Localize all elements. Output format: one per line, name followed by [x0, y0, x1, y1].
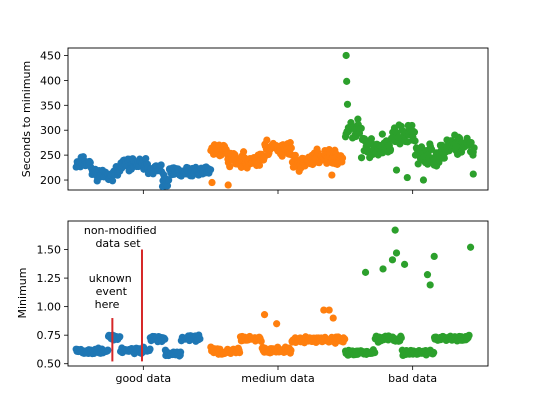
bottom-outlier-point [392, 249, 401, 257]
top-data-point [338, 154, 347, 162]
bottom-data-point [176, 348, 185, 356]
top-outlier-point [409, 136, 417, 144]
top-y-tick-label: 200 [40, 174, 61, 187]
top-data-point [142, 154, 150, 163]
top-outlier-point [430, 161, 438, 169]
top-outlier-point [342, 51, 350, 60]
x-tick-label-bad-data: bad data [388, 372, 437, 385]
bottom-outlier-point [426, 281, 434, 289]
top-y-tick-label: 300 [40, 124, 61, 137]
top-outlier-point [392, 166, 401, 174]
bottom-y-ticks: 0.50 0.75 1.00 1.25 1.50 [37, 244, 68, 371]
top-outlier-point [469, 170, 477, 178]
top-data-point [440, 154, 448, 162]
bottom-outlier-point [325, 306, 333, 314]
top-data-point [470, 144, 478, 152]
bottom-outlier-point [273, 320, 281, 328]
top-data-point [357, 154, 366, 162]
top-outlier-point [343, 100, 352, 108]
bottom-data-point [371, 348, 379, 357]
annotation-non-modified-line-1: non-modified [84, 224, 157, 237]
annotation-non-modified-line-2: data set [95, 237, 141, 250]
top-y-tick-label: 350 [40, 99, 61, 112]
bottom-outlier-point [388, 256, 397, 264]
bottom-y-tick-label: 1.25 [37, 272, 62, 285]
panel-minimum: 0.50 0.75 1.00 1.25 1.50 good data medium dat… [16, 220, 489, 385]
top-data-point [286, 139, 294, 147]
bottom-data-point [235, 348, 244, 357]
annotation-unknown-event: uknown event here [89, 272, 136, 311]
top-outlier-point [208, 178, 216, 187]
bottom-outlier-point [260, 311, 269, 319]
top-data-point [386, 145, 395, 154]
bottom-x-ticks: good data medium data bad data [115, 366, 437, 385]
bottom-y-tick-label: 0.50 [37, 358, 62, 371]
top-y-tick-label: 250 [40, 149, 61, 162]
bottom-outlier-point [361, 268, 370, 276]
top-outlier-point [419, 176, 428, 184]
top-data-point [287, 144, 295, 152]
bottom-data-point [397, 334, 405, 342]
top-data-point [206, 166, 215, 174]
bottom-y-axis-label: Minimum [16, 268, 29, 319]
bottom-outlier-point [423, 271, 432, 279]
top-x-ticks [142, 190, 414, 194]
top-y-axis-label: Seconds to minimum [20, 61, 33, 177]
x-tick-label-medium-data: medium data [241, 372, 314, 385]
bottom-outlier-point [400, 260, 409, 268]
top-outlier-point [224, 181, 232, 189]
top-y-tick-label: 450 [40, 49, 61, 62]
bottom-data-point [146, 345, 154, 353]
top-data-point [357, 124, 365, 132]
top-data-point [263, 136, 271, 144]
top-data-point [410, 128, 419, 136]
top-data-point [354, 115, 362, 123]
bottom-outlier-point [466, 243, 475, 251]
bottom-data-point [430, 348, 438, 357]
top-data-point [438, 141, 446, 149]
top-data-point [467, 138, 475, 147]
bottom-data-point [341, 335, 349, 343]
top-data-point [367, 135, 376, 143]
top-outlier-point [328, 171, 336, 179]
top-data-point [239, 148, 248, 156]
annotation-unknown-event-line-2: event [96, 285, 128, 298]
bottom-data-point [196, 335, 204, 343]
top-data-point [165, 176, 173, 184]
panel-seconds-to-minimum: 200 250 300 350 400 450 Seconds to minimum [20, 47, 489, 194]
top-data-point [157, 161, 165, 169]
bottom-data-point [161, 335, 169, 343]
annotation-non-modified: non-modified data set [84, 224, 160, 250]
bottom-y-tick-label: 1.00 [37, 301, 62, 314]
top-data-point [108, 177, 117, 185]
bottom-data-points [72, 226, 475, 360]
top-y-ticks: 200 250 300 350 400 450 [40, 49, 68, 187]
bottom-y-tick-label: 0.75 [37, 329, 62, 342]
bottom-outlier-point [320, 306, 328, 314]
bottom-outlier-point [329, 314, 337, 322]
bottom-outlier-point [379, 265, 387, 273]
top-y-tick-label: 400 [40, 74, 61, 87]
bottom-outlier-point [391, 226, 399, 234]
bottom-data-point [257, 337, 265, 345]
bottom-outlier-point [430, 252, 438, 260]
top-outlier-point [403, 173, 411, 182]
top-data-point [378, 130, 386, 138]
event-markers [111, 249, 143, 362]
top-data-points [72, 51, 478, 191]
top-data-point [226, 163, 234, 171]
bottom-data-point [465, 331, 473, 339]
bottom-data-point [116, 333, 124, 341]
top-data-point [408, 121, 416, 130]
annotation-unknown-event-line-3: here [95, 298, 120, 311]
top-data-point [163, 182, 172, 190]
bottom-data-point [287, 346, 295, 354]
x-tick-label-good-data: good data [115, 372, 171, 385]
top-outlier-point [343, 77, 351, 85]
annotation-unknown-event-line-1: uknown [89, 272, 132, 285]
bottom-y-tick-label: 1.50 [37, 244, 62, 257]
bottom-data-point [104, 346, 112, 354]
